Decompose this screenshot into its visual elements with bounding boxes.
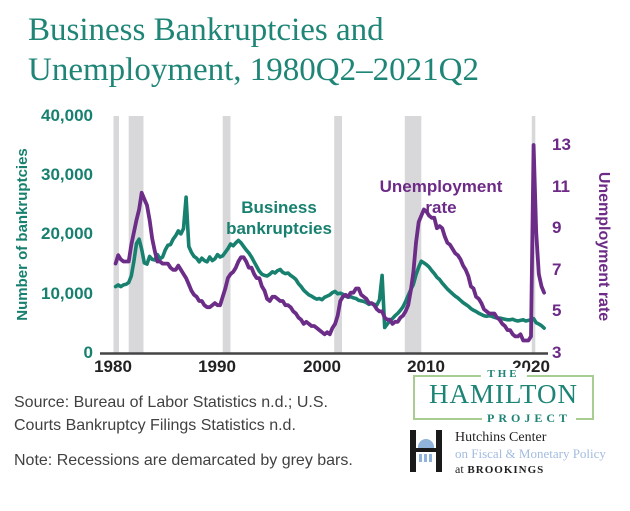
hamilton-logo-the: THE [480,368,527,380]
y-left-tick-20000: 20,000 [41,224,93,243]
hutchins-name: Hutchins Center [455,430,547,445]
y-right-tick-5: 5 [552,301,562,320]
y-right-tick-9: 9 [552,218,562,237]
hutchins-center-logo: Hutchins Center on Fiscal & Monetary Pol… [410,429,620,478]
recession-band [113,116,119,353]
source-note-block: Source: Bureau of Labor Statistics n.d.;… [14,391,404,472]
hutchins-h-icon [410,430,442,472]
y-left-tick-40000: 40,000 [41,106,93,125]
hutchins-subtitle: on Fiscal & Monetary Policy [455,446,606,461]
x-tick-1990: 1990 [198,357,236,376]
unemployment-line [113,143,546,343]
x-tick-2000: 2000 [303,357,341,376]
y-right-tick-7: 7 [552,260,562,279]
y-left-tick-10000: 10,000 [41,284,93,303]
y-left-tick-0: 0 [83,343,93,362]
x-tick-2010: 2010 [407,357,445,376]
dome-icon [418,439,434,448]
y-right-tick-3: 3 [552,343,562,362]
y-right-tick-11: 11 [552,177,570,196]
recession-band [334,116,342,353]
recession-band [222,116,231,353]
y-right-tick-13: 13 [552,135,571,154]
hamilton-logo-project: PROJECT [481,411,576,426]
source-line2: Courts Bankruptcy Filings Statistics n.d… [14,417,296,434]
chart-title: Business Bankruptcies and Unemployment, … [28,10,608,90]
hamilton-logo-name: HAMILTON [428,379,578,409]
note-line: Note: Recessions are demarcated by grey … [14,452,353,469]
bankruptcies-line [113,195,546,330]
bankruptcies-series-label: Business bankruptcies [226,198,332,238]
y-left-tick-30000: 30,000 [41,165,93,184]
unemployment-series-label: Unemployment rate [379,177,503,217]
chart-title-line1: Business Bankruptcies and [28,12,384,48]
y-axis-title-right: Unemployment rate [595,171,612,322]
chart-title-line2: Unemployment, 1980Q2–2021Q2 [28,52,479,88]
recession-band [128,116,144,353]
hamilton-project-logo: THE HAMILTON PROJECT [413,368,594,426]
x-tick-1980: 1980 [94,357,132,376]
hutchins-brookings: at BROOKINGS [455,462,545,476]
source-line1: Source: Bureau of Labor Statistics n.d.;… [14,394,328,411]
hutchins-text: Hutchins Center on Fiscal & Monetary Pol… [455,429,606,478]
